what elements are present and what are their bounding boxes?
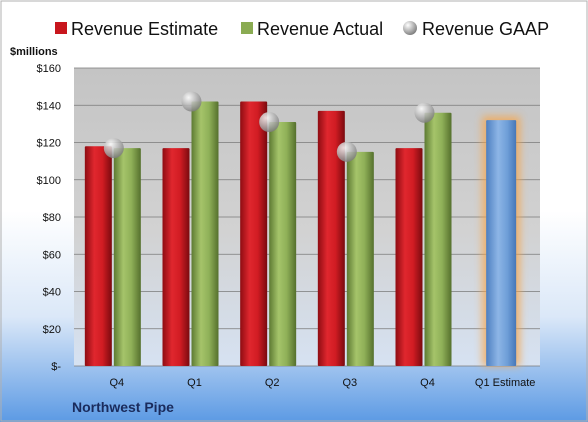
revenue-gaap-marker (181, 91, 202, 112)
company-name: Northwest Pipe (72, 399, 174, 415)
y-tick-label: $40 (43, 287, 61, 299)
legend-label-revenue-actual: Revenue Actual (257, 19, 383, 39)
revenue-forecast-bar (486, 120, 517, 367)
markers-layer (103, 91, 435, 162)
x-tick-label: Q2 (265, 377, 280, 389)
legend: Revenue Estimate Revenue Actual Revenue … (55, 19, 549, 39)
revenue-gaap-marker (414, 102, 435, 123)
legend-swatch-revenue-estimate (55, 22, 67, 34)
bars-layer (84, 101, 521, 367)
y-tick-label: $- (51, 361, 61, 373)
revenue-estimate-bar (317, 110, 345, 367)
legend-item-revenue-gaap: Revenue GAAP (403, 19, 549, 39)
revenue-gaap-marker (103, 138, 124, 159)
x-tick-label: Q4 (420, 377, 435, 389)
y-tick-label: $140 (37, 100, 61, 112)
y-tick-label: $160 (37, 63, 61, 75)
y-tick-label: $120 (37, 138, 61, 150)
x-tick-label: Q3 (342, 377, 357, 389)
legend-swatch-revenue-actual (241, 22, 253, 34)
revenue-gaap-marker (259, 112, 280, 133)
x-tick-label: Q4 (109, 377, 124, 389)
revenue-actual-bar (269, 122, 297, 366)
revenue-actual-bar (113, 148, 141, 366)
x-axis-tick-labels: Q4 Q1 Q2 Q3 Q4 Q1 Estimate (109, 377, 535, 389)
y-tick-label: $20 (43, 324, 61, 336)
legend-label-revenue-gaap: Revenue GAAP (422, 19, 549, 39)
y-axis-label: $millions (10, 46, 58, 58)
revenue-actual-bar (424, 112, 452, 366)
x-tick-label: Q1 (187, 377, 202, 389)
y-tick-label: $80 (43, 212, 61, 224)
legend-item-revenue-actual: Revenue Actual (241, 19, 383, 39)
revenue-estimate-bar (162, 148, 190, 366)
y-tick-label: $60 (43, 249, 61, 261)
revenue-actual-bar (191, 101, 219, 367)
gridlines (74, 67, 540, 367)
x-tick-label: Q1 Estimate (475, 377, 536, 389)
legend-item-revenue-estimate: Revenue Estimate (55, 19, 218, 39)
revenue-estimate-bar (240, 101, 268, 367)
revenue-actual-bar (346, 151, 374, 366)
revenue-estimate-bar (84, 146, 112, 366)
legend-swatch-revenue-gaap (403, 21, 417, 35)
y-tick-label: $100 (37, 175, 61, 187)
y-axis-tick-labels: $- $20 $40 $60 $80 $100 $120 $140 $160 (37, 63, 62, 373)
legend-label-revenue-estimate: Revenue Estimate (71, 19, 218, 39)
revenue-estimate-bar (395, 148, 423, 366)
revenue-gaap-marker (336, 141, 357, 162)
